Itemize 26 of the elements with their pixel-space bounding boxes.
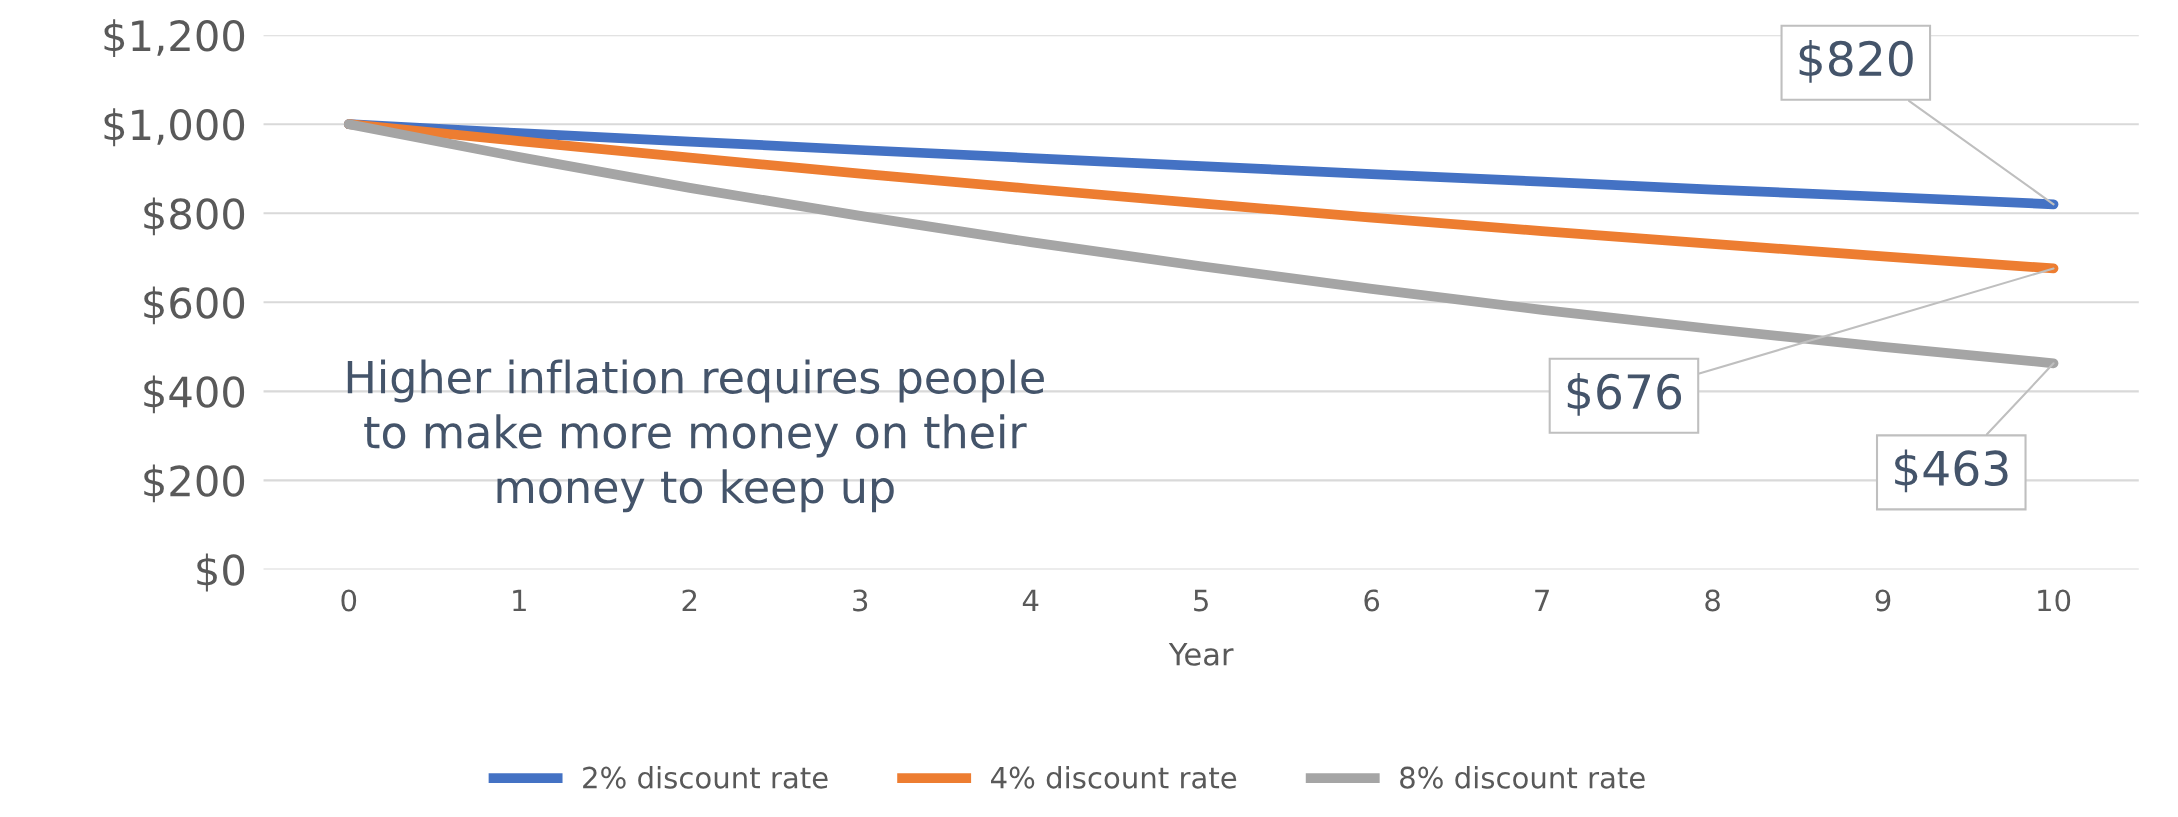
annotation: $676 xyxy=(1567,372,1682,416)
x-tick-label: 10 xyxy=(2038,589,2071,612)
y-tick-label: $1,000 xyxy=(104,108,245,147)
x-tick-label: 2 xyxy=(682,589,697,612)
x-tick-label: 1 xyxy=(513,589,526,612)
x-axis-title: Year xyxy=(1168,643,1234,666)
annotation: $463 xyxy=(1895,449,2008,493)
legend-label: 8% discount rate xyxy=(1400,766,1645,789)
y-tick-label: $0 xyxy=(197,553,245,592)
y-tick-label: $600 xyxy=(144,286,245,325)
x-tick-label: 8 xyxy=(1705,589,1720,612)
x-tick-label: 6 xyxy=(1364,589,1380,612)
legend-label: 4% discount rate xyxy=(991,766,1237,789)
y-tick-label: $1,200 xyxy=(104,19,245,58)
legend-label: 2% discount rate xyxy=(583,766,828,789)
x-tick-label: 3 xyxy=(853,589,868,612)
y-tick-label: $400 xyxy=(144,375,245,414)
x-tick-label: 0 xyxy=(341,589,357,612)
x-tick-label: 9 xyxy=(1875,589,1891,612)
y-tick-label: $800 xyxy=(144,197,245,236)
annotation: $820 xyxy=(1799,39,1913,83)
x-tick-label: 4 xyxy=(1022,589,1039,612)
x-tick-label: 5 xyxy=(1194,589,1208,612)
y-tick-label: $200 xyxy=(144,464,245,503)
annotation: Higher inflation requires people to make more money on their money to keep up xyxy=(347,359,1044,513)
x-tick-label: 7 xyxy=(1535,589,1549,612)
